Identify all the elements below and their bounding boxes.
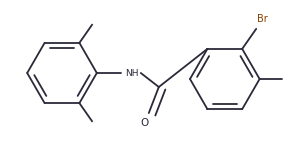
Text: NH: NH (125, 69, 138, 77)
Text: Br: Br (257, 14, 268, 24)
Text: O: O (141, 118, 149, 128)
